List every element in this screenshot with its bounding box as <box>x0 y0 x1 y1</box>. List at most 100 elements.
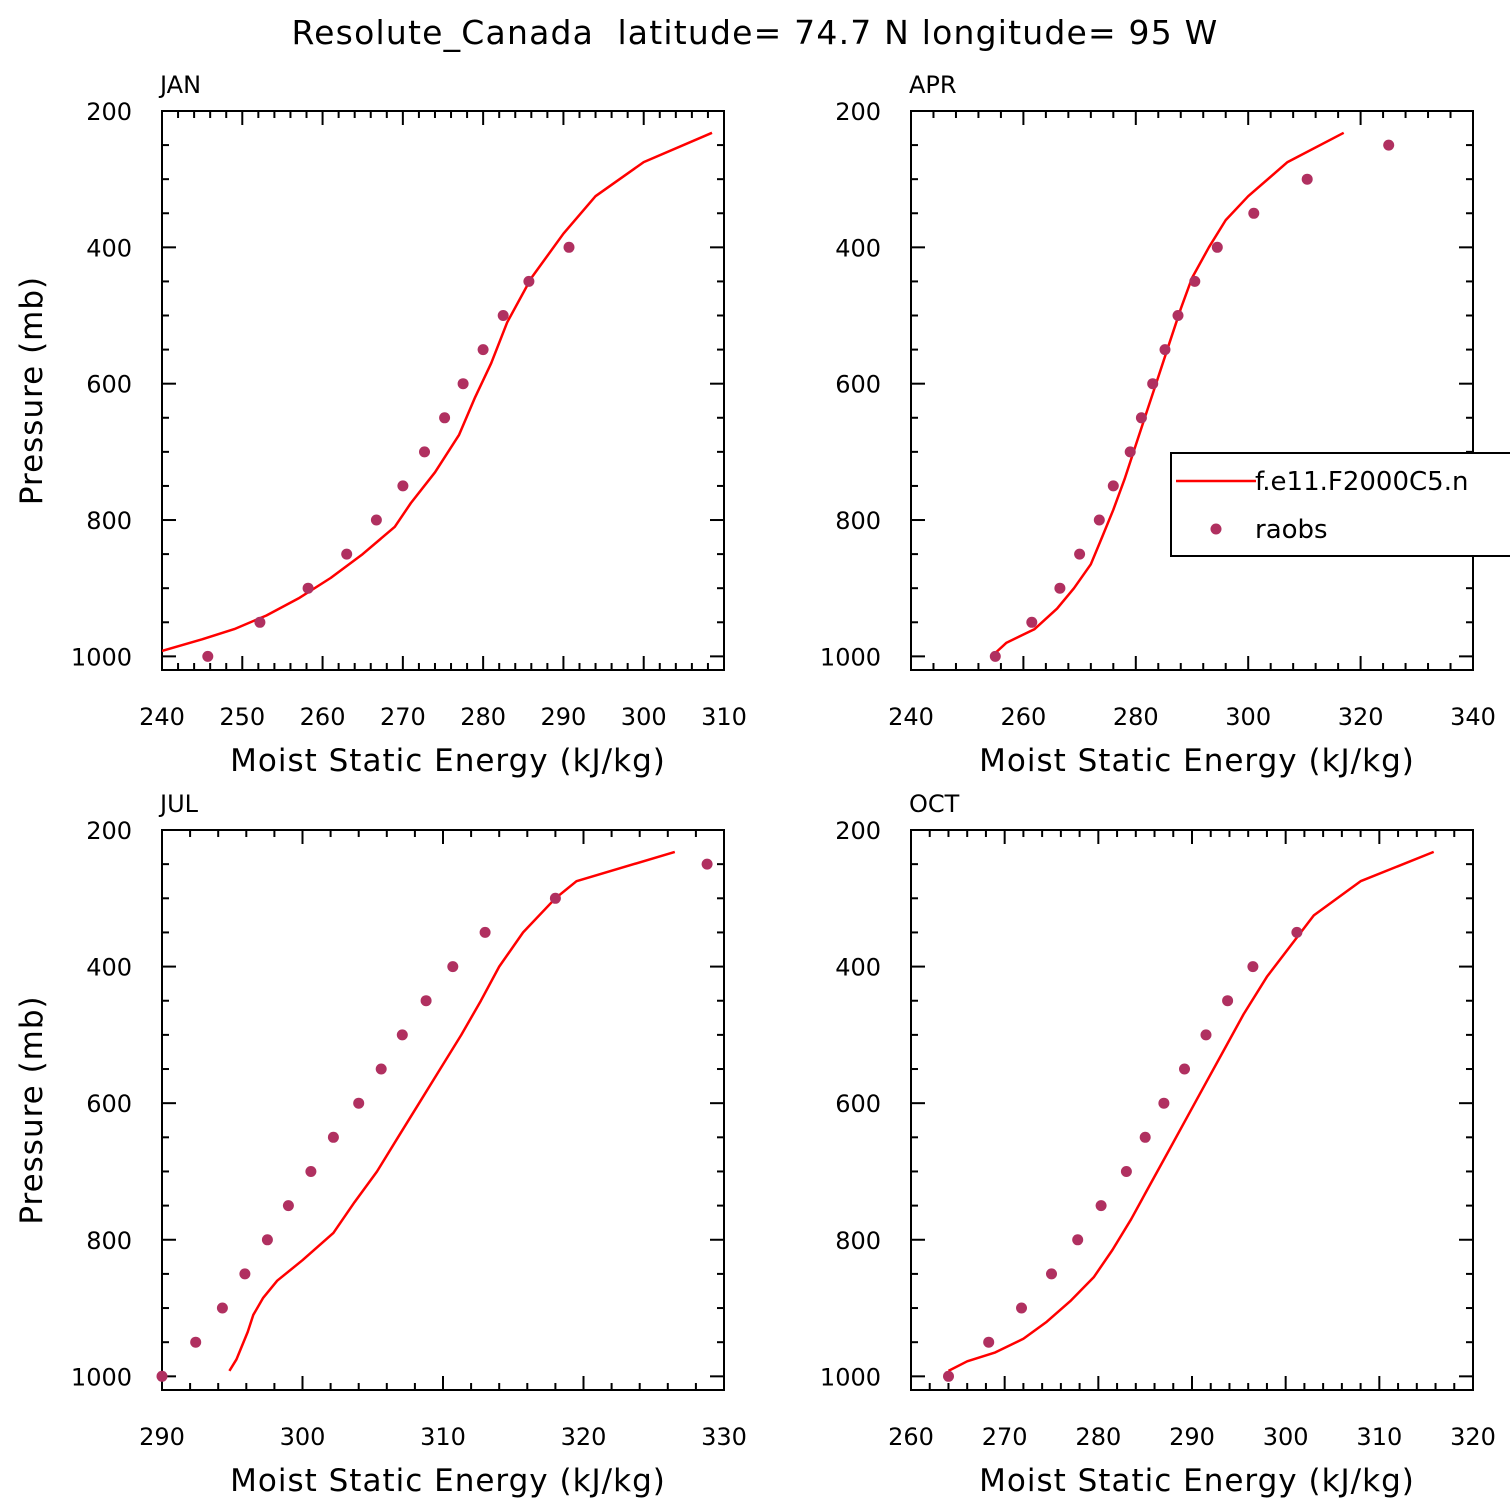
series-line-model <box>994 131 1345 654</box>
x-tick-label: 280 <box>1075 1423 1121 1451</box>
y-tick-label: 200 <box>835 98 881 126</box>
x-tick-label: 290 <box>1169 1423 1215 1451</box>
y-axis-label: Pressure (mb) <box>14 995 50 1224</box>
plot-frame <box>910 110 1474 671</box>
series-line-model <box>947 850 1435 1373</box>
raobs-point <box>353 1097 365 1109</box>
raobs-point <box>457 378 469 390</box>
x-tick-label: 240 <box>139 703 185 731</box>
panel-jan: 240 250 260 270 280 290 300 310 200 400 600 800 1000… <box>14 71 747 779</box>
legend-dot-marker <box>1210 523 1222 535</box>
raobs-point <box>549 892 561 904</box>
raobs-point <box>1147 378 1159 390</box>
plot-frame <box>161 110 725 671</box>
x-axis-label: Moist Static Energy (kJ/kg) <box>230 1463 666 1499</box>
raobs-point <box>523 275 535 287</box>
x-tick-label: 310 <box>701 703 747 731</box>
x-tick-label: 300 <box>280 1423 326 1451</box>
raobs-point <box>1139 1131 1151 1143</box>
raobs-point <box>1189 275 1201 287</box>
raobs-point <box>327 1131 339 1143</box>
raobs-point <box>1074 548 1086 560</box>
raobs-point <box>1093 514 1105 526</box>
raobs-point <box>341 548 353 560</box>
y-tick-label: 200 <box>86 817 132 845</box>
raobs-point <box>447 961 459 973</box>
x-tick-label: 270 <box>380 703 426 731</box>
x-axis-label: Moist Static Energy (kJ/kg) <box>979 743 1415 779</box>
figure-title: Resolute_Canada latitude= 74.7 N longitu… <box>292 13 1219 52</box>
x-tick-label: 270 <box>982 1423 1028 1451</box>
y-tick-label: 400 <box>86 234 132 262</box>
raobs-point <box>370 514 382 526</box>
x-tick-label: 300 <box>1263 1423 1309 1451</box>
raobs-point <box>1248 207 1260 219</box>
y-tick-label: 1000 <box>71 643 132 671</box>
y-axis-label: Pressure (mb) <box>14 276 50 505</box>
raobs-point <box>943 1370 954 1382</box>
x-tick-label: 260 <box>888 1423 934 1451</box>
legend-box <box>1170 452 1510 557</box>
x-tick-label: 310 <box>1356 1423 1402 1451</box>
plot-data <box>994 131 1345 654</box>
raobs-point <box>1179 1063 1190 1075</box>
raobs-point <box>1172 310 1184 321</box>
raobs-point <box>419 446 430 458</box>
panel-title: JAN <box>158 71 201 99</box>
x-axis-label: Moist Static Energy (kJ/kg) <box>230 743 666 779</box>
y-tick-label: 1000 <box>820 643 881 671</box>
x-tick-label: 330 <box>701 1423 747 1451</box>
legend: f.e11.F2000C5.n raobs <box>1170 452 1510 557</box>
raobs-point <box>396 1029 408 1041</box>
raobs-point <box>1383 139 1395 151</box>
raobs-point <box>1072 1234 1084 1246</box>
raobs-point <box>156 1370 168 1382</box>
y-tick-label: 600 <box>86 1090 132 1118</box>
y-tick-label: 400 <box>835 954 881 982</box>
y-tick-label: 600 <box>86 371 132 399</box>
y-tick-label: 600 <box>835 1090 881 1118</box>
x-tick-label: 280 <box>1113 703 1159 731</box>
raobs-point <box>375 1063 387 1075</box>
plot-frame <box>161 829 725 1391</box>
y-tick-label: 600 <box>835 371 881 399</box>
y-tick-label: 1000 <box>71 1363 132 1391</box>
y-tick-label: 400 <box>835 234 881 262</box>
y-tick-label: 800 <box>835 1227 881 1255</box>
y-tick-label: 800 <box>86 507 132 535</box>
raobs-point <box>1054 582 1066 594</box>
raobs-point <box>439 412 451 424</box>
raobs-point <box>1135 412 1147 424</box>
x-tick-label: 260 <box>1000 703 1046 731</box>
raobs-point <box>239 1268 251 1280</box>
raobs-point <box>1026 616 1038 628</box>
series-line-model <box>162 131 713 653</box>
raobs-point <box>261 1234 273 1246</box>
raobs-point <box>983 1336 995 1348</box>
y-tick-label: 200 <box>86 98 132 126</box>
plot-data <box>162 131 713 653</box>
plot-data <box>947 850 1435 1373</box>
legend-entry-model: f.e11.F2000C5.n <box>1255 467 1468 497</box>
y-tick-label: 400 <box>86 954 132 982</box>
raobs-point <box>701 858 713 870</box>
raobs-point <box>477 344 489 356</box>
legend-entry-raobs: raobs <box>1255 515 1328 545</box>
x-tick-label: 280 <box>460 703 506 731</box>
raobs-point <box>1046 1268 1057 1280</box>
x-tick-label: 320 <box>1338 703 1384 731</box>
raobs-point <box>305 1166 317 1177</box>
raobs-point <box>1107 480 1119 492</box>
raobs-point <box>202 650 214 662</box>
raobs-point <box>1158 1097 1170 1109</box>
raobs-point <box>190 1336 202 1348</box>
y-tick-label: 1000 <box>820 1363 881 1391</box>
raobs-point <box>420 995 432 1007</box>
raobs-point <box>989 650 1001 662</box>
raobs-point <box>1095 1200 1107 1212</box>
raobs-point <box>1120 1166 1132 1177</box>
panel-jul: 290 300 310 320 330 200 400 600 800 1000 JUL Moist … <box>14 790 747 1499</box>
raobs-point <box>302 582 314 594</box>
x-axis-label: Moist Static Energy (kJ/kg) <box>979 1463 1415 1499</box>
